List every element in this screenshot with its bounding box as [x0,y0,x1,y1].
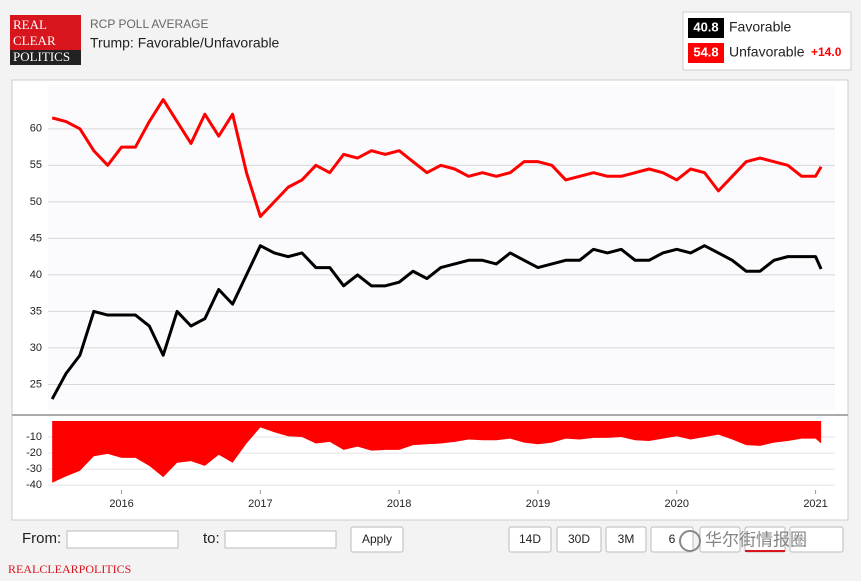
logo-text: REAL [13,17,47,32]
footer: REALCLEARPOLITICS [8,562,131,576]
legend-value: 54.8 [693,44,718,59]
apply-label: Apply [362,532,392,546]
range-button[interactable] [508,526,552,553]
y-tick-label: 45 [30,232,42,244]
logo-text: CLEAR [13,33,56,48]
y-tick-label: -20 [26,447,42,459]
range-label: 3M [618,532,635,546]
y-tick-label: 55 [30,159,42,171]
logo-text: POLITICS [13,49,70,64]
y-tick-label: -30 [26,463,42,475]
x-tick-label: 2018 [387,498,411,510]
legend-value: 40.8 [693,19,718,34]
x-tick-label: 2017 [248,498,272,510]
apply-button[interactable] [350,526,404,553]
range-button[interactable] [556,526,602,553]
from-label: From: [22,530,61,547]
range-label: 30D [568,532,590,546]
line-series [51,98,823,218]
chart-title: Trump: Favorable/Unfavorable [90,35,280,51]
legend-label: Unfavorable [729,44,805,60]
logo-band [10,50,81,65]
legend-swatch [688,43,724,63]
range-label: 14D [519,532,541,546]
legend-label: Favorable [729,19,791,35]
watermark: 华尔街情报圈 [705,530,807,549]
from-input[interactable] [66,530,179,549]
range-label: 6 [669,532,676,546]
line-series [50,244,823,400]
y-tick-label: 25 [30,378,42,390]
to-input[interactable] [224,530,337,549]
to-label: to: [203,530,220,547]
y-tick-label: -10 [26,431,42,443]
kicker: RCP POLL AVERAGE [90,17,209,31]
y-tick-label: 40 [30,269,42,281]
x-tick-label: 2016 [109,498,133,510]
range-button[interactable] [605,526,647,553]
y-tick-label: -40 [26,479,42,491]
x-tick-label: 2021 [803,498,827,510]
spread-area [52,421,822,483]
x-tick-label: 2020 [665,498,689,510]
legend-spread: +14.0 [811,45,842,59]
y-tick-label: 50 [30,196,42,208]
y-tick-label: 60 [30,123,42,135]
legend-swatch [688,18,724,38]
range-button[interactable] [789,526,844,553]
plot-area [48,85,835,410]
y-tick-label: 30 [30,342,42,354]
x-tick-label: 2019 [526,498,550,510]
range-buttons: 14D 30D 3M 6 [508,526,694,553]
y-tick-label: 35 [30,305,42,317]
watermark-icon [679,530,701,552]
